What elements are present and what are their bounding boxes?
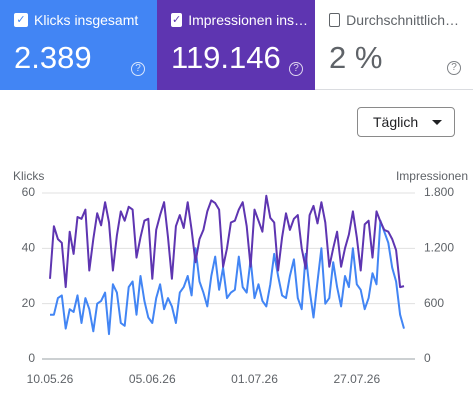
card-label: Durchschnittlich… [346, 12, 459, 28]
y-tick-label: 60 [22, 185, 36, 199]
y-axis-title: Klicks [13, 169, 44, 183]
y2-axis-title: Impressionen [396, 169, 468, 183]
y-tick-label: 40 [22, 241, 36, 255]
card-label-row: Durchschnittlich… [329, 12, 459, 28]
line-series [49, 194, 405, 289]
help-icon: ? [131, 62, 145, 76]
line-series [50, 219, 405, 336]
y2-tick-label: 1.800 [424, 185, 454, 199]
help-icon: ? [289, 62, 303, 76]
y-tick-label: 20 [22, 296, 36, 310]
help-icon: ? [447, 61, 461, 75]
card-label-row: ✓ Klicks insgesamt [14, 12, 143, 28]
card-value: 2.389 [14, 40, 92, 75]
x-tick-label: 27.07.26 [333, 372, 380, 386]
metric-card[interactable]: ✓ Impressionen ins… 119.146? [157, 0, 315, 90]
x-tick-label: 01.07.26 [231, 372, 278, 386]
card-label-row: ✓ Impressionen ins… [171, 12, 308, 28]
y2-tick-label: 0 [424, 351, 431, 365]
metric-cards: ✓ Klicks insgesamt 2.389? ✓ Impressionen ins… [0, 0, 473, 90]
y-tick-label: 0 [28, 351, 35, 365]
y2-tick-label: 1.200 [424, 241, 454, 255]
metric-card[interactable]: ✓ Klicks insgesamt 2.389? [0, 0, 157, 90]
x-tick-label: 05.06.26 [129, 372, 176, 386]
card-value: 119.146 [171, 40, 281, 75]
checkbox: ✓ [14, 13, 28, 27]
card-label: Impressionen ins… [188, 12, 309, 28]
card-value: 2 % [329, 40, 383, 75]
x-tick-label: 10.05.26 [27, 372, 74, 386]
checkbox [329, 13, 341, 27]
y2-tick-label: 600 [424, 296, 444, 310]
checkbox: ✓ [171, 13, 183, 27]
dropdown[interactable]: Täglich [357, 107, 455, 137]
metric-card[interactable]: Durchschnittlich… 2 %? [315, 0, 473, 90]
card-label: Klicks insgesamt [34, 12, 139, 28]
